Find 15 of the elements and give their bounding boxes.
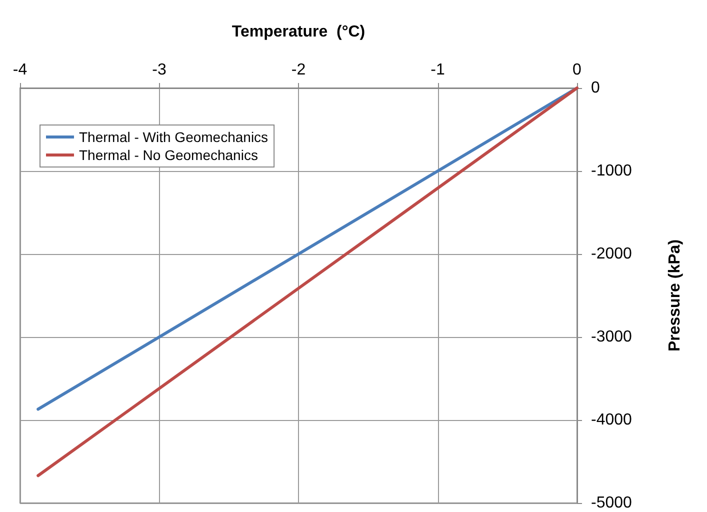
y-tick-label: -2000 — [591, 246, 632, 262]
y-tick-label: 0 — [591, 80, 600, 96]
x-tick-label: -3 — [152, 62, 166, 78]
x-tick-label: -2 — [291, 62, 306, 78]
y-axis-title: Pressure (kPa) — [666, 239, 684, 352]
y-tick-label: -5000 — [591, 494, 632, 512]
legend-label: Thermal - No Geomechanics — [79, 147, 258, 163]
x-tick-label: -4 — [12, 62, 28, 78]
legend-label: Thermal - With Geomechanics — [79, 129, 268, 145]
y-tick-label: -4000 — [591, 412, 632, 428]
x-axis-title: Temperature (°C) — [232, 24, 366, 40]
x-tick-label: -1 — [430, 62, 445, 78]
y-tick-label: -1000 — [591, 162, 632, 180]
x-tick-label: 0 — [572, 62, 582, 78]
y-tick-label: -3000 — [591, 328, 632, 346]
